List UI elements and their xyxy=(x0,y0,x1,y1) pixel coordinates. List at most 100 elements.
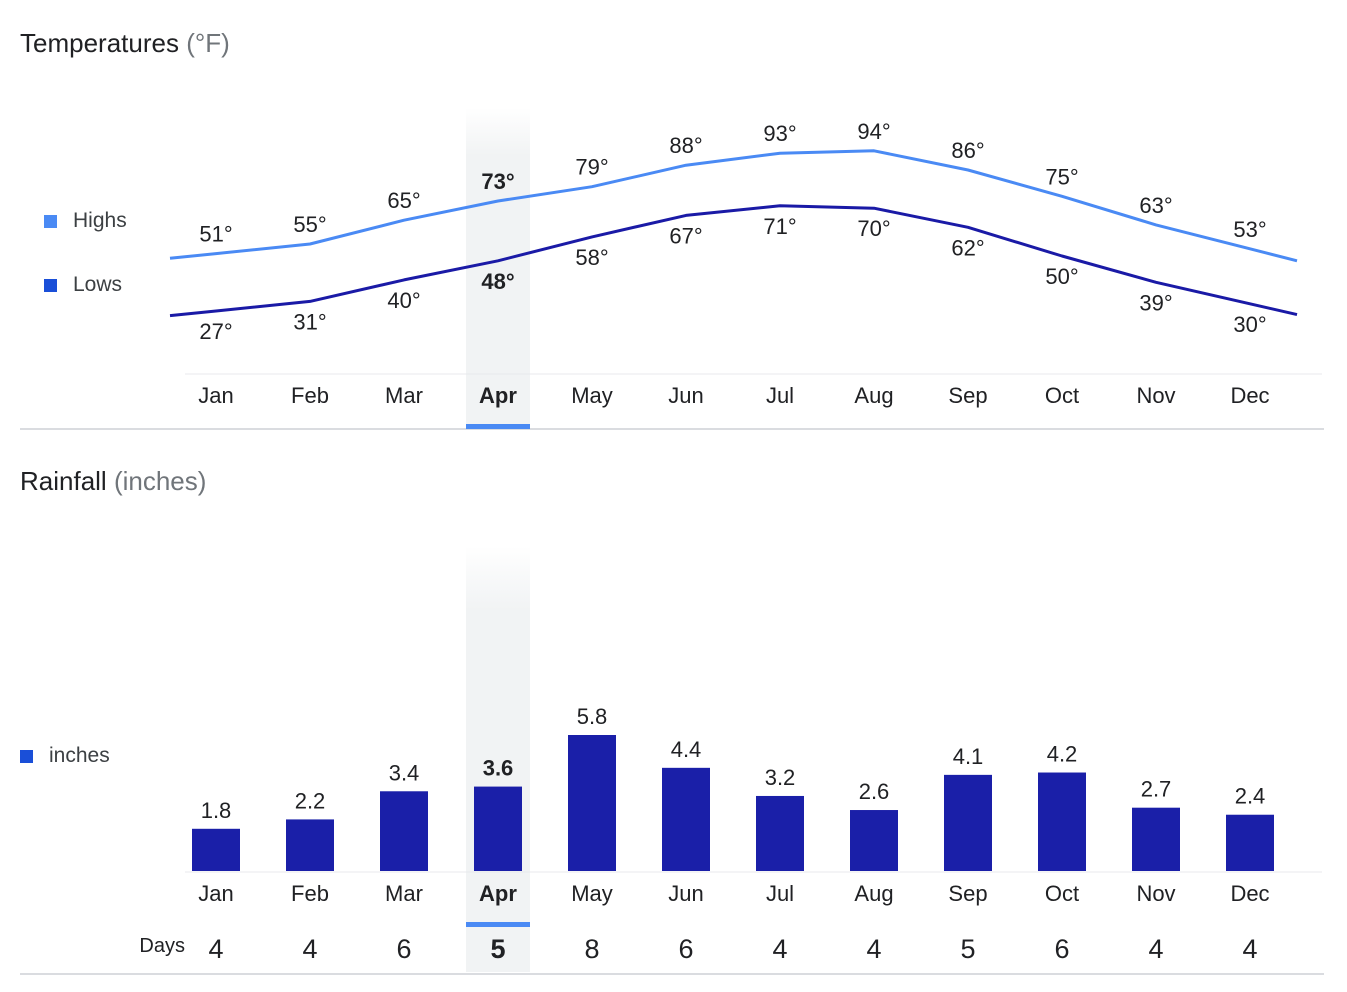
rain-month-tick[interactable]: May xyxy=(571,881,613,906)
temp-month-tick[interactable]: Jun xyxy=(668,383,703,408)
rain-bar[interactable] xyxy=(192,828,240,871)
temp-month-tick[interactable]: Apr xyxy=(479,383,517,408)
highs-data-label: 55° xyxy=(293,212,326,237)
lows-data-label: 67° xyxy=(669,223,702,248)
rainfall-title: Rainfall (inches) xyxy=(20,466,206,497)
rain-data-label: 3.4 xyxy=(389,760,420,785)
highs-line xyxy=(169,149,1298,263)
lows-data-label: 31° xyxy=(293,309,326,334)
rain-month-tick[interactable]: Feb xyxy=(291,881,329,906)
legend-lows[interactable]: Lows xyxy=(44,273,122,297)
lows-data-label: 40° xyxy=(387,288,420,313)
rain-bar[interactable] xyxy=(662,767,710,871)
rain-days-value: 6 xyxy=(678,934,693,964)
temp-month-tick[interactable]: Sep xyxy=(948,383,987,408)
temp-selected-indicator xyxy=(466,424,530,429)
temp-month-tick[interactable]: Mar xyxy=(385,383,423,408)
rain-days-value: 4 xyxy=(772,934,787,964)
rain-days-value: 4 xyxy=(1148,934,1163,964)
lows-data-label: 30° xyxy=(1233,312,1266,337)
temp-month-tick[interactable]: May xyxy=(571,383,613,408)
temp-month-tick[interactable]: Aug xyxy=(854,383,893,408)
rain-data-label: 2.6 xyxy=(859,779,890,804)
rain-bar[interactable] xyxy=(286,819,334,871)
rain-month-tick[interactable]: Nov xyxy=(1136,881,1175,906)
temperature-unit: (°F) xyxy=(186,28,230,58)
highs-data-label: 86° xyxy=(951,138,984,163)
rain-days-value: 6 xyxy=(1054,934,1069,964)
highs-data-label: 75° xyxy=(1045,164,1078,189)
rain-bar[interactable] xyxy=(1038,772,1086,871)
rain-days-value: 6 xyxy=(396,934,411,964)
rain-data-label: 2.7 xyxy=(1141,777,1172,802)
highs-data-label: 94° xyxy=(857,119,890,144)
lows-data-label: 70° xyxy=(857,216,890,241)
temperature-title-text: Temperatures xyxy=(20,28,179,58)
temp-selected-column xyxy=(466,108,530,426)
lows-data-label: 39° xyxy=(1139,290,1172,315)
rain-days-value: 4 xyxy=(1242,934,1257,964)
rain-month-tick[interactable]: Aug xyxy=(854,881,893,906)
lows-line xyxy=(169,204,1298,318)
inches-swatch-icon xyxy=(20,749,33,763)
highs-data-label: 51° xyxy=(199,222,232,247)
rain-month-tick[interactable]: Jul xyxy=(766,881,794,906)
rain-bar[interactable] xyxy=(380,791,428,871)
rain-month-tick[interactable]: Jun xyxy=(668,881,703,906)
rainfall-title-text: Rainfall xyxy=(20,466,107,496)
lows-data-label: 62° xyxy=(951,235,984,260)
highs-data-label: 53° xyxy=(1233,217,1266,242)
highs-data-label: 79° xyxy=(575,155,608,180)
temp-month-tick[interactable]: Dec xyxy=(1230,383,1269,408)
rain-data-label: 4.1 xyxy=(953,744,984,769)
rain-selected-indicator xyxy=(466,922,530,927)
lows-data-label: 50° xyxy=(1045,264,1078,289)
legend-highs-label: Highs xyxy=(73,209,127,232)
lows-data-label: 27° xyxy=(199,319,232,344)
temp-month-tick[interactable]: Jul xyxy=(766,383,794,408)
rain-month-tick[interactable]: Mar xyxy=(385,881,423,906)
rain-month-tick[interactable]: Apr xyxy=(479,881,517,906)
temp-month-tick[interactable]: Nov xyxy=(1136,383,1175,408)
rain-data-label: 4.4 xyxy=(671,737,702,762)
rain-bar[interactable] xyxy=(474,786,522,871)
highs-data-label: 93° xyxy=(763,121,796,146)
rain-bar[interactable] xyxy=(1132,807,1180,871)
rain-days-value: 5 xyxy=(960,934,975,964)
rain-month-tick[interactable]: Dec xyxy=(1230,881,1269,906)
rain-bar[interactable] xyxy=(1226,814,1274,871)
lows-data-label: 71° xyxy=(763,214,796,239)
lows-data-label: 58° xyxy=(575,245,608,270)
lows-swatch-icon xyxy=(44,278,57,292)
temp-month-tick[interactable]: Jan xyxy=(198,383,233,408)
legend-lows-label: Lows xyxy=(73,273,123,296)
rain-data-label: 4.2 xyxy=(1047,742,1078,767)
highs-data-label: 63° xyxy=(1139,193,1172,218)
rain-bar[interactable] xyxy=(944,774,992,871)
lows-data-label: 48° xyxy=(481,269,514,294)
temp-month-tick[interactable]: Feb xyxy=(291,383,329,408)
rain-bar[interactable] xyxy=(756,795,804,871)
rain-days-value: 4 xyxy=(302,934,317,964)
rain-data-label: 3.6 xyxy=(483,756,514,781)
rain-month-tick[interactable]: Jan xyxy=(198,881,233,906)
legend-highs[interactable]: Highs xyxy=(44,209,127,233)
rain-data-label: 3.2 xyxy=(765,765,796,790)
rain-bar[interactable] xyxy=(850,810,898,871)
rain-month-tick[interactable]: Oct xyxy=(1045,881,1079,906)
rain-days-value: 4 xyxy=(866,934,881,964)
days-row-label: Days xyxy=(139,935,185,957)
temp-month-tick[interactable]: Oct xyxy=(1045,383,1079,408)
highs-swatch-icon xyxy=(44,214,57,228)
rain-bar[interactable] xyxy=(568,735,616,871)
rain-data-label: 5.8 xyxy=(577,704,608,729)
rain-month-tick[interactable]: Sep xyxy=(948,881,987,906)
rain-days-value: 8 xyxy=(584,934,599,964)
section-divider xyxy=(20,428,1324,430)
rain-selected-column xyxy=(466,546,530,972)
legend-inches-label: inches xyxy=(49,744,110,767)
highs-data-label: 73° xyxy=(481,169,514,194)
legend-inches[interactable]: inches xyxy=(20,744,110,768)
rainfall-unit: (inches) xyxy=(113,466,207,496)
rain-data-label: 1.8 xyxy=(201,798,232,823)
